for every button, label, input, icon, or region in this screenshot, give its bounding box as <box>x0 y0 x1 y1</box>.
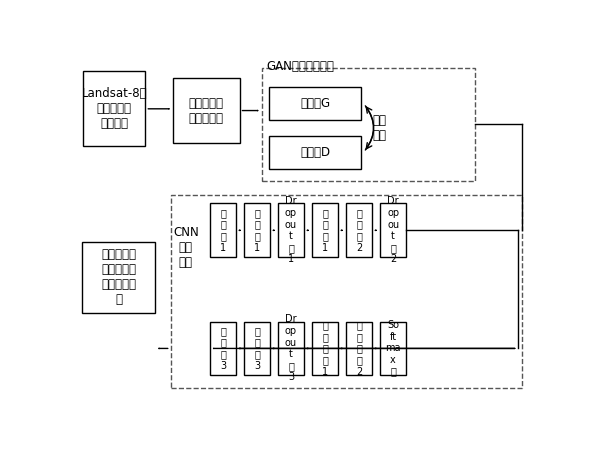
FancyBboxPatch shape <box>173 78 240 143</box>
Text: 卷
和
层
1: 卷 和 层 1 <box>322 208 328 253</box>
FancyBboxPatch shape <box>380 322 406 375</box>
FancyBboxPatch shape <box>210 322 237 375</box>
Text: Dr
op
ou
t
层
1: Dr op ou t 层 1 <box>285 196 297 264</box>
FancyBboxPatch shape <box>346 322 372 375</box>
FancyBboxPatch shape <box>346 203 372 257</box>
Text: 卷
和
层
3: 卷 和 层 3 <box>220 326 226 371</box>
FancyBboxPatch shape <box>83 71 145 146</box>
Text: Dr
op
ou
t
层
3: Dr op ou t 层 3 <box>285 314 297 382</box>
FancyBboxPatch shape <box>244 203 270 257</box>
FancyBboxPatch shape <box>269 87 361 120</box>
FancyBboxPatch shape <box>380 203 406 257</box>
FancyBboxPatch shape <box>278 322 304 375</box>
Text: 池
化
层
2: 池 化 层 2 <box>356 208 362 253</box>
Text: 卷
和
层
1: 卷 和 层 1 <box>220 208 226 253</box>
Text: 识别器D: 识别器D <box>300 146 330 159</box>
Text: CNN
模型
训练: CNN 模型 训练 <box>173 226 199 269</box>
Text: 交替
训练: 交替 训练 <box>373 114 387 142</box>
FancyBboxPatch shape <box>210 203 237 257</box>
Text: 生成器G: 生成器G <box>300 97 330 110</box>
Text: 全
连
接
层
2: 全 连 接 层 2 <box>356 320 362 377</box>
Text: 邻域平均算
法图像增强: 邻域平均算 法图像增强 <box>189 97 224 124</box>
Text: Dr
op
ou
t
层
2: Dr op ou t 层 2 <box>387 196 399 264</box>
FancyBboxPatch shape <box>312 203 339 257</box>
FancyBboxPatch shape <box>82 242 155 313</box>
Text: 在线应用，
实现空气污
染程度的评
估: 在线应用， 实现空气污 染程度的评 估 <box>101 248 136 306</box>
FancyBboxPatch shape <box>171 195 522 388</box>
Text: 池
化
层
1: 池 化 层 1 <box>254 208 260 253</box>
Text: So
ft
ma
x
层: So ft ma x 层 <box>385 320 401 377</box>
FancyBboxPatch shape <box>262 68 476 181</box>
Text: GAN模型样本拓展: GAN模型样本拓展 <box>266 60 334 73</box>
FancyBboxPatch shape <box>244 322 270 375</box>
Text: Landsat-8拍
摄的热红外
检测图像: Landsat-8拍 摄的热红外 检测图像 <box>81 87 147 130</box>
FancyBboxPatch shape <box>269 136 361 169</box>
Text: 全
连
接
层
1: 全 连 接 层 1 <box>322 320 328 377</box>
FancyBboxPatch shape <box>312 322 339 375</box>
FancyBboxPatch shape <box>278 203 304 257</box>
Text: 池
化
层
3: 池 化 层 3 <box>254 326 260 371</box>
